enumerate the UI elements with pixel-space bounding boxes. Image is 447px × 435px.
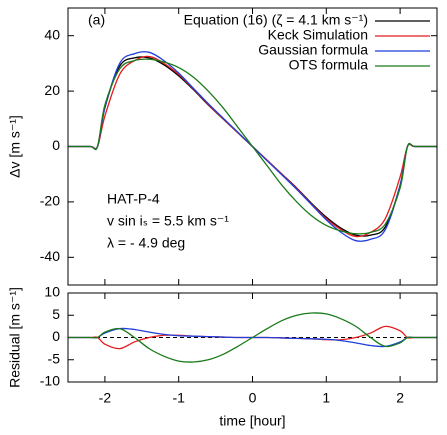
legend-label: OTS formula — [289, 57, 369, 73]
y-tick-label: -5 — [48, 350, 61, 366]
x-tick-label: 2 — [396, 390, 404, 406]
panel-label: (a) — [88, 12, 105, 28]
y-tick-label: 20 — [44, 82, 60, 98]
y-tick-label: 10 — [44, 284, 60, 300]
y-tick-label: 40 — [44, 26, 60, 42]
y-tick-label: -20 — [40, 193, 60, 209]
series-line — [67, 58, 437, 235]
annotation: v sin iₛ = 5.5 km s⁻¹ — [107, 213, 229, 229]
x-axis-label: time [hour] — [219, 413, 285, 429]
y-tick-label: -10 — [40, 373, 60, 389]
plot-frame — [67, 7, 438, 286]
legend-label: Keck Simulation — [268, 27, 368, 43]
y-tick-label: 0 — [52, 328, 60, 344]
legend-label: Equation (16) (ζ = 4.1 km s⁻¹) — [184, 12, 368, 28]
y-axis-label: Δv [m s⁻¹] — [7, 115, 23, 178]
x-tick-label: 1 — [322, 390, 330, 406]
y-tick-label: -40 — [40, 248, 60, 264]
y-axis-label: Residual [m s⁻¹] — [7, 287, 23, 388]
series-line — [67, 312, 437, 363]
y-tick-label: 5 — [52, 306, 60, 322]
x-tick-label: -1 — [172, 390, 185, 406]
legend-label: Gaussian formula — [258, 42, 368, 58]
plot-frame — [67, 292, 438, 383]
x-tick-label: -2 — [99, 390, 112, 406]
y-tick-label: 0 — [52, 137, 60, 153]
annotation: λ = - 4.9 deg — [107, 235, 185, 251]
x-tick-label: 0 — [249, 390, 257, 406]
annotation: HAT-P-4 — [107, 191, 160, 207]
